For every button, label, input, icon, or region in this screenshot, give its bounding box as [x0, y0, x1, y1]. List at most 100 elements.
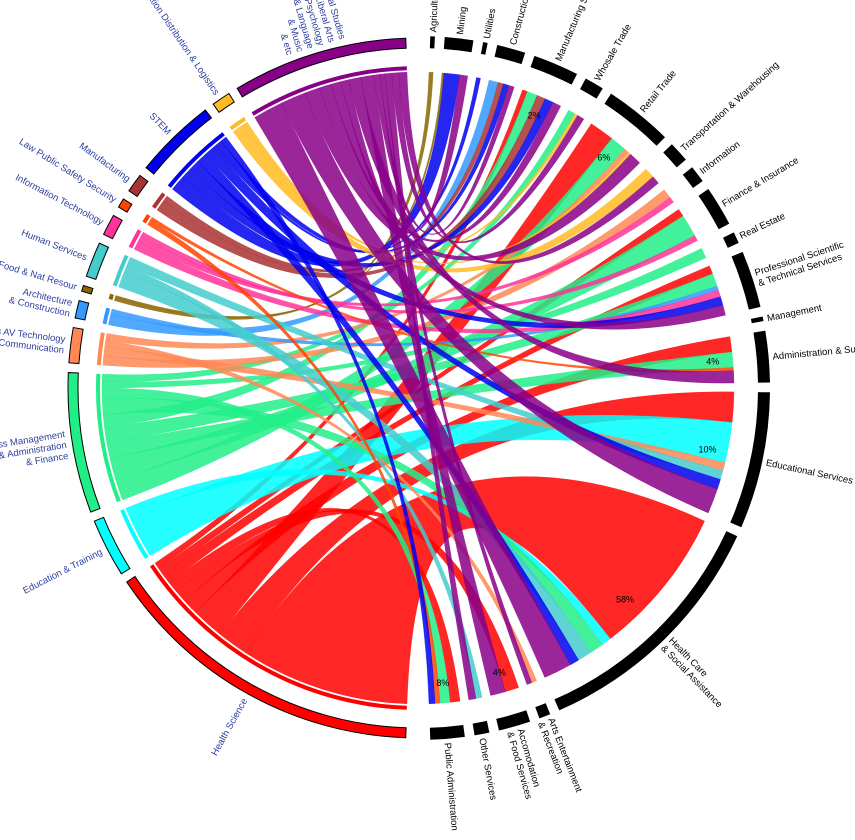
ribbon-general-studies-liberal--to-health-care-social-assis — [254, 102, 571, 678]
right-arc-real-estate — [722, 232, 739, 248]
ribbon-arts-av-technology-commu-to-arts-entertainment-recre — [104, 340, 537, 683]
right-arc-professional-scientific-techni — [731, 251, 761, 310]
ribbon-education-training-to-health-care-social-assis — [125, 469, 611, 645]
pct-label-educational-services: 10% — [699, 445, 717, 455]
ribbon-information-technology-to-professional-scientific- — [133, 241, 721, 334]
right-arc-manufacturing-sector — [530, 55, 578, 85]
left-label-health-science: Health Science — [209, 697, 250, 758]
left-arc-stem — [145, 109, 213, 175]
right-arc-management — [750, 316, 764, 324]
right-arc-agriculture — [429, 36, 435, 49]
left-label-business-management-administra: Business Management& Administration& Fin… — [0, 429, 70, 477]
right-label-public-administration: Public Administration — [441, 742, 459, 831]
left-arc-human-services — [85, 242, 110, 281]
right-arc-educational-services — [730, 392, 770, 528]
right-arc-arts-entertainment-recreation — [535, 703, 551, 719]
left-base-stem — [167, 132, 225, 188]
right-arc-mining — [443, 37, 474, 53]
ribbon-stem-to-mining — [172, 72, 460, 267]
right-arc-transportation-warehousing — [663, 144, 686, 168]
right-arc-information — [682, 167, 703, 189]
right-label-finance-insurance: Finance & Insurance — [720, 155, 800, 209]
ribbon-human-services-to-educational-services — [126, 257, 724, 480]
left-base-architecture-construction — [102, 307, 111, 325]
ribbon-general-studies-liberal--to-other-services — [384, 72, 477, 701]
left-arc-health-science — [125, 575, 407, 739]
ribbon-stem-to-public-administration — [220, 136, 436, 704]
right-arc-construction — [494, 45, 526, 65]
pct-label-accomodation-food-services: 4% — [493, 668, 506, 678]
left-label-arts-av-technology-communicati: Arts AV Technology& Communication — [0, 324, 66, 356]
percent-labels-layer: 2% 6% 4% 10% 58% 4% 8% — [436, 111, 719, 688]
right-label-professional-scientific-techni: Professional Scientific& Technical Servi… — [753, 239, 848, 289]
right-label-transportation-warehousing: Transportation & Warehousing — [679, 60, 781, 154]
right-label-real-estate: Real Estate — [738, 211, 787, 242]
ribbon-general-studies-liberal--to-transportation-warehousi — [398, 72, 659, 264]
left-base-law-public-safety-security — [142, 214, 151, 224]
ribbon-human-services-to-other-services — [123, 265, 483, 699]
right-arc-public-administration — [429, 724, 465, 740]
left-arc-manufacturing — [128, 174, 149, 198]
right-label-information: Information — [698, 139, 742, 177]
right-arc-administration-support — [753, 330, 770, 383]
right-arc-whosale-trade — [580, 78, 603, 99]
right-label-arts-entertainment-recreation: Arts Entertainment& Recreation — [535, 716, 584, 798]
ribbon-general-studies-liberal--to-whosale-trade — [391, 72, 585, 243]
left-label-human-services: Human Services — [20, 228, 89, 264]
left-base-arts-av-technology-communicati — [96, 332, 105, 366]
pct-label-public-administration: 8% — [436, 678, 449, 688]
right-label-mining: Mining — [455, 6, 469, 35]
right-label-construction: Construction — [508, 0, 533, 46]
left-base-education-training — [120, 508, 149, 559]
left-base-business-management-administra — [96, 373, 121, 503]
ribbon-business-management-admi-to-administration-support — [106, 351, 734, 460]
right-label-management: Management — [766, 303, 823, 325]
arcs-layer — [67, 36, 770, 740]
right-label-utilities: Utilities — [482, 7, 499, 39]
left-base-information-technology — [128, 229, 142, 249]
ribbon-general-studies-liberal--to-accomodation-food-servic — [360, 74, 506, 696]
left-label-stem: STEM — [147, 111, 173, 138]
ribbon-stem-to-health-care-social-assis — [197, 153, 579, 666]
left-arc-general-studies-liberal-arts-p — [236, 37, 407, 98]
pct-label-health-care-social-assistance: 58% — [616, 595, 634, 605]
ribbon-business-management-admi-to-public-administration — [101, 387, 451, 704]
right-label-whosale-trade: Whosale Trade — [592, 22, 634, 83]
ribbons-layer — [101, 72, 735, 704]
ribbon-stem-to-construction — [215, 83, 510, 254]
left-arc-business-management-administra — [67, 372, 101, 513]
left-label-agri-food-nat-resour: Agri Food & Nat Resour — [0, 254, 78, 293]
left-arc-architecture-construction — [74, 299, 90, 321]
right-label-administration-support: Administration & Support — [772, 342, 855, 362]
ribbon-law-public-safety-securi-to-public-administration — [147, 219, 441, 704]
right-arc-other-services — [472, 720, 490, 736]
left-arc-agri-food-nat-resour — [81, 284, 94, 295]
right-label-other-services: Other Services — [476, 737, 498, 801]
left-label-transportation-distribution-lo: Transportation Distribution & Logistics — [122, 0, 221, 98]
left-base-manufacturing — [151, 192, 166, 209]
left-label-education-training: Education & Training — [21, 547, 104, 597]
left-base-human-services — [112, 254, 129, 287]
left-base-agri-food-nat-resour — [108, 293, 114, 301]
right-label-retail-trade: Retail Trade — [638, 68, 679, 115]
ribbon-information-technology-to-finance-insurance — [140, 231, 698, 314]
right-label-agriculture: Agriculture — [428, 0, 441, 33]
ribbon-arts-av-technology-commu-to-educational-services — [103, 346, 726, 471]
ribbon-business-management-admi-to-real-estate — [101, 248, 707, 389]
right-label-accomodation-food-services: Accomodation& Food Services — [504, 728, 544, 801]
right-arc-finance-insurance — [698, 189, 730, 230]
ribbon-architecture-constructio-to-professional-scientific- — [110, 285, 719, 347]
left-arc-information-technology — [102, 214, 123, 240]
ribbon-law-public-safety-securi-to-administration-support — [150, 217, 734, 373]
right-arc-health-care-social-assistance — [554, 531, 738, 711]
ribbon-general-studies-liberal--to-mining — [340, 74, 468, 234]
right-label-manufacturing-sector: Manufacturing Sector — [553, 0, 599, 63]
pct-label-manufacturing-sector: 2% — [528, 111, 541, 121]
pct-label-retail-trade: 6% — [597, 153, 610, 163]
right-arc-accomodation-food-services — [496, 710, 531, 731]
pct-label-administration-support: 4% — [706, 357, 719, 367]
left-label-law-public-safety-security: Law Public Safety Security — [17, 136, 118, 205]
left-arc-transportation-distribution-lo — [212, 92, 235, 113]
left-arc-education-training — [93, 516, 131, 575]
